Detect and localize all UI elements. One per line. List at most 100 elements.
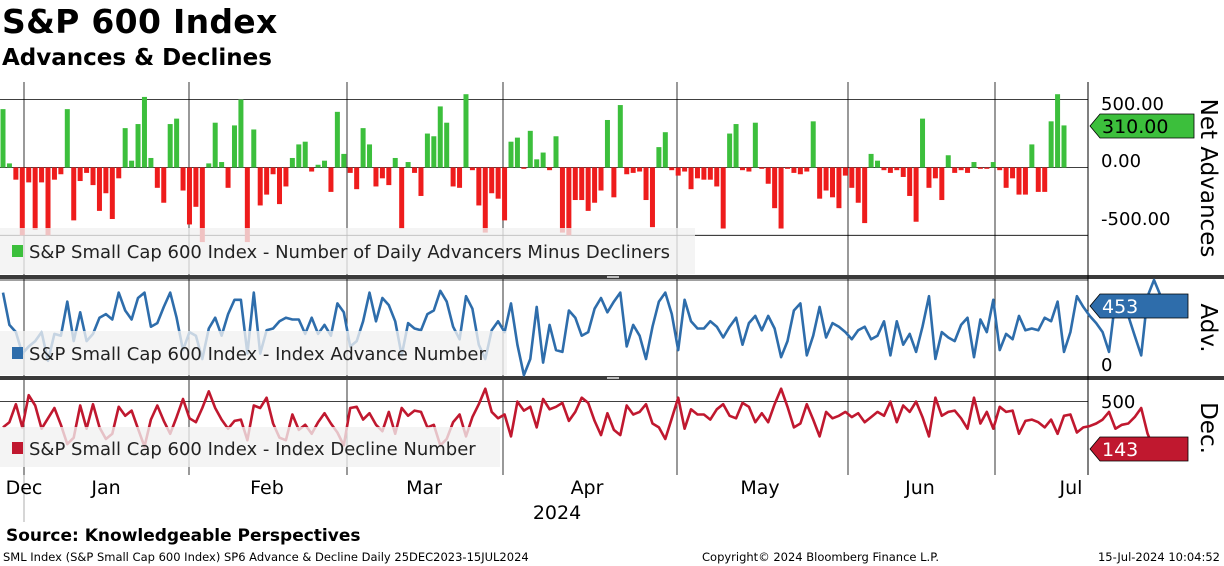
page-subtitle: Advances & Declines <box>2 45 272 71</box>
last-value-tag <box>1089 113 1195 139</box>
net-advance-bar <box>945 155 951 168</box>
net-advance-bar <box>733 124 739 168</box>
net-advance-bar <box>720 167 726 229</box>
x-month-label: Dec <box>6 477 43 499</box>
net-advance-bar <box>1022 167 1028 195</box>
net-advance-bar <box>354 167 360 190</box>
legend-declines: S&P Small Cap 600 Index - Index Decline … <box>29 439 476 460</box>
net-advance-bar <box>585 167 591 211</box>
legend-advances: S&P Small Cap 600 Index - Index Advance … <box>29 344 486 365</box>
net-advance-bar <box>752 122 758 168</box>
net-advance-bar <box>1061 125 1067 168</box>
last-value-label: 310.00 <box>1102 116 1168 138</box>
net-advance-bar <box>1042 167 1048 192</box>
net-advance-bar <box>701 167 707 180</box>
net-advance-bar <box>219 162 225 168</box>
net-advance-bar <box>855 167 861 203</box>
net-advance-bar <box>257 167 263 206</box>
y-tick-label: 0.00 <box>1101 151 1141 172</box>
last-value-tag <box>1089 436 1189 462</box>
net-advance-bar <box>489 167 495 194</box>
net-advance-bar <box>514 137 520 168</box>
net-advance-bar <box>714 167 720 187</box>
net-advance-bar <box>122 128 128 168</box>
net-advance-bar <box>431 136 437 168</box>
x-month-label: Jun <box>904 477 935 499</box>
net-advance-bar <box>212 122 218 168</box>
x-month-label: Mar <box>406 477 442 499</box>
net-advance-bar <box>913 167 919 222</box>
net-advance-bar <box>566 167 572 236</box>
net-advance-bar <box>920 118 926 168</box>
net-advance-bar <box>135 124 141 168</box>
net-advance-bar <box>540 152 546 168</box>
net-advance-bar <box>894 167 900 171</box>
net-advance-bar <box>675 167 681 176</box>
net-advance-bar <box>39 167 45 183</box>
net-advance-bar <box>457 167 463 188</box>
net-advance-bar <box>71 167 77 221</box>
net-advance-bar <box>746 167 752 172</box>
source-note: Source: Knowledgeable Perspectives <box>6 526 361 546</box>
legend-swatch <box>12 245 23 257</box>
net-advance-bar <box>559 167 565 233</box>
net-advance-bar <box>148 157 154 168</box>
net-advance-bar <box>971 162 977 168</box>
net-advance-bar <box>817 167 823 199</box>
net-advance-bar <box>984 167 990 169</box>
net-advance-bar <box>862 167 868 224</box>
net-advance-bar <box>534 159 540 168</box>
net-advance-bar <box>77 167 83 182</box>
net-advance-bar <box>727 133 733 168</box>
net-advance-bar <box>952 167 958 173</box>
net-advance-bar <box>328 167 334 192</box>
net-advance-bar <box>193 167 199 207</box>
net-advance-bar <box>64 109 70 168</box>
net-advance-bar <box>881 167 887 171</box>
net-advance-bar <box>868 153 874 168</box>
net-advance-bar <box>283 167 289 187</box>
net-advance-bar <box>572 167 578 201</box>
net-advance-bar <box>103 167 109 194</box>
net-advance-bar <box>315 164 321 168</box>
net-advance-bar <box>32 167 38 230</box>
net-advance-bar <box>1003 167 1009 188</box>
footer-copyright: Copyright© 2024 Bloomberg Finance L.P. <box>702 550 939 564</box>
panel-resize-grip <box>607 377 619 379</box>
net-advance-bar <box>302 141 308 168</box>
net-advance-bar <box>225 167 231 188</box>
net-advance-bar <box>926 167 932 188</box>
x-month-label: Apr <box>571 477 604 499</box>
net-advance-bar <box>662 132 668 168</box>
net-advance-bar <box>96 167 102 211</box>
y-tick-label: -500.00 <box>1101 209 1170 230</box>
net-advance-bar <box>630 167 636 173</box>
net-advance-bar <box>804 167 810 172</box>
net-advance-bar <box>399 167 405 229</box>
net-advance-bar <box>547 167 553 171</box>
legend-box <box>0 427 500 467</box>
net-advance-bar <box>604 119 610 168</box>
net-advance-bar <box>167 124 173 168</box>
x-month-label: Jan <box>90 477 120 499</box>
net-advance-bar <box>450 167 456 187</box>
net-advance-bar <box>116 167 122 179</box>
net-advance-bar <box>598 167 604 191</box>
net-advance-bar <box>309 167 315 172</box>
net-advance-bar <box>900 167 906 177</box>
net-advance-bar <box>521 167 527 169</box>
net-advance-bar <box>849 167 855 188</box>
tick-mask <box>1097 279 1107 287</box>
net-advance-bar <box>141 96 147 168</box>
net-advance-bar <box>939 167 945 201</box>
axis-layer: 500.00 0.00 -500.00 0 500 310.00 453 143 Net Adv… <box>6 94 1221 524</box>
net-advance-bar <box>19 167 25 236</box>
net-advance-bar <box>154 167 160 188</box>
panel-resize-grip <box>607 276 619 278</box>
net-advance-bar <box>231 125 237 168</box>
x-month-label: May <box>740 477 779 499</box>
net-advance-bar <box>1010 167 1016 179</box>
panel-title-net-advances: Net Advances <box>1195 99 1221 258</box>
net-advance-bar <box>360 128 366 168</box>
y-tick-label: 0 <box>1101 355 1112 376</box>
